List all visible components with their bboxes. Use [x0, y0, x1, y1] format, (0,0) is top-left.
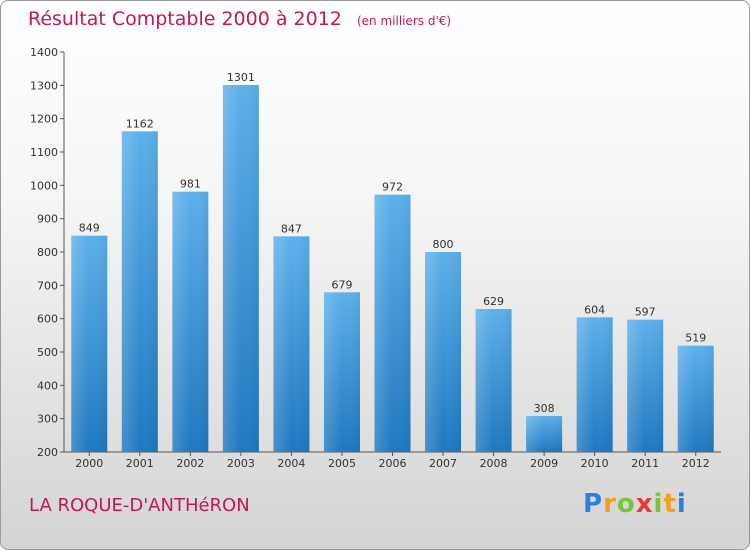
- x-tick-label-2010: 2010: [581, 457, 609, 470]
- x-tick-label-2004: 2004: [277, 457, 305, 470]
- town-name: LA ROQUE-D'ANTHéRON: [29, 495, 250, 516]
- value-label-2008: 629: [483, 295, 504, 308]
- bar-shine-2004: [273, 236, 310, 452]
- value-label-2006: 972: [382, 181, 403, 194]
- y-tick-label: 1200: [30, 113, 58, 126]
- y-tick-label: 1100: [30, 146, 58, 159]
- x-tick-label-2003: 2003: [227, 457, 255, 470]
- x-tick-label-2007: 2007: [429, 457, 457, 470]
- value-label-2002: 981: [180, 178, 201, 191]
- chart-bars: [71, 85, 714, 453]
- value-label-2004: 847: [281, 222, 302, 235]
- logo-letter: P: [583, 489, 604, 519]
- x-tick-label-2011: 2011: [631, 457, 659, 470]
- chart-labels: 849 2000 1162 2001 981 2002 1301 2003 847 2004 679…: [75, 71, 709, 470]
- bar-shine-2005: [323, 292, 360, 452]
- x-tick-label-2005: 2005: [328, 457, 356, 470]
- value-label-2001: 1162: [126, 117, 154, 130]
- logo-letter: t: [663, 489, 677, 519]
- bar-shine-2011: [627, 319, 664, 452]
- value-label-2003: 1301: [227, 71, 255, 84]
- bar-shine-2001: [121, 131, 158, 453]
- logo-letter: r: [603, 489, 617, 519]
- x-tick-label-2008: 2008: [480, 457, 508, 470]
- chart-title: Résultat Comptable 2000 à 2012: [28, 8, 342, 30]
- proxiti-logo: Proxiti: [583, 489, 687, 519]
- value-label-2010: 604: [584, 303, 605, 316]
- bar-shine-2000: [71, 235, 108, 452]
- logo-letter: o: [616, 489, 636, 519]
- value-label-2000: 849: [79, 222, 100, 235]
- bar-shine-2009: [526, 416, 563, 452]
- value-label-2007: 800: [433, 238, 454, 251]
- y-tick-label: 400: [37, 379, 58, 392]
- bar-shine-2006: [374, 194, 411, 452]
- x-tick-label-2006: 2006: [379, 457, 407, 470]
- x-tick-label-2009: 2009: [530, 457, 558, 470]
- x-tick-label-2000: 2000: [75, 457, 103, 470]
- y-tick-label: 900: [37, 213, 58, 226]
- x-tick-label-2012: 2012: [682, 457, 710, 470]
- y-tick-label: 1300: [30, 79, 58, 92]
- bar-shine-2003: [222, 85, 259, 452]
- x-tick-label-2001: 2001: [126, 457, 154, 470]
- logo-letter: i: [653, 489, 664, 519]
- bar-shine-2008: [475, 309, 512, 452]
- y-tick-label: 800: [37, 246, 58, 259]
- y-tick-label: 700: [37, 279, 58, 292]
- bar-shine-2010: [576, 317, 613, 452]
- value-label-2009: 308: [534, 402, 555, 415]
- value-label-2005: 679: [331, 278, 352, 291]
- bar-shine-2012: [677, 345, 714, 452]
- x-tick-label-2002: 2002: [176, 457, 204, 470]
- y-tick-label: 1400: [30, 46, 58, 59]
- bar-shine-2007: [425, 252, 462, 452]
- chart-subtitle: (en milliers d'€): [356, 14, 452, 28]
- value-label-2012: 519: [685, 332, 706, 345]
- chart-title-block: Résultat Comptable 2000 à 2012 (en milli…: [28, 8, 451, 30]
- logo-letter: x: [635, 489, 654, 519]
- y-tick-label: 500: [37, 346, 58, 359]
- bar-shine-2002: [172, 191, 209, 452]
- value-label-2011: 597: [635, 306, 656, 319]
- y-tick-label: 300: [37, 413, 58, 426]
- y-tick-label: 600: [37, 313, 58, 326]
- y-tick-label: 200: [37, 446, 58, 459]
- y-tick-label: 1000: [30, 179, 58, 192]
- logo-letter: i: [676, 489, 687, 519]
